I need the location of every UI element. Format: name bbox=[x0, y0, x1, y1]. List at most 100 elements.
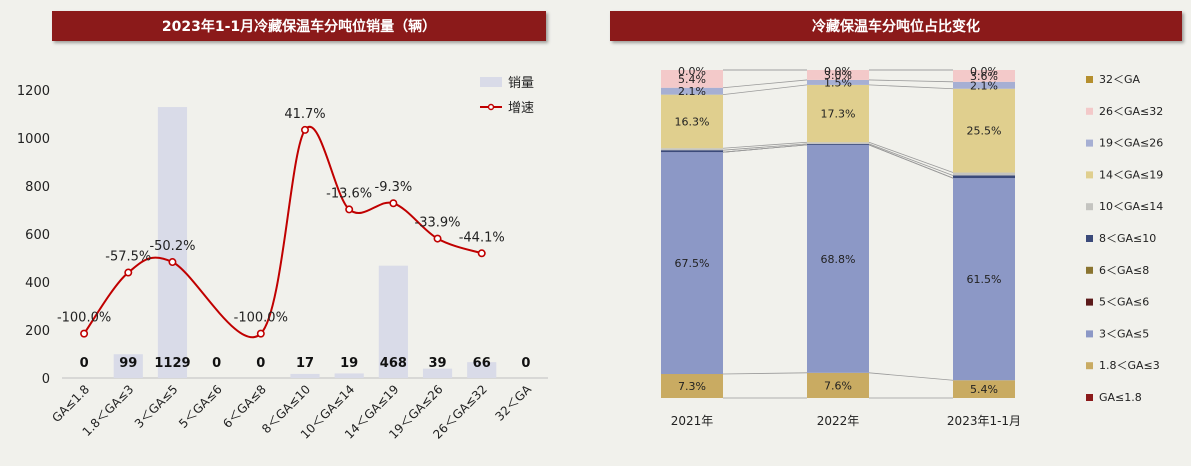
bar-data-label: 99 bbox=[119, 356, 137, 371]
left-chart-title: 2023年1-1月冷藏保温车分吨位销量（辆） bbox=[52, 11, 546, 41]
stack-data-label: 0.0% bbox=[824, 65, 852, 78]
line-point bbox=[433, 234, 442, 243]
bar-data-label: 0 bbox=[80, 356, 89, 371]
y-tick-label: 600 bbox=[25, 228, 50, 243]
stack-segment bbox=[661, 94, 723, 149]
line-data-label: -100.0% bbox=[234, 311, 288, 326]
y-tick-label: 1000 bbox=[17, 132, 50, 147]
right-chart-panel: 冷藏保温车分吨位占比变化 2021年 2022年 2023年1-1月 7.3% 7.6%… bbox=[600, 0, 1191, 466]
stack-segment bbox=[661, 87, 723, 95]
legend-swatch bbox=[1086, 139, 1093, 147]
x-tick-label: 3＜GA≤5 bbox=[132, 382, 181, 431]
x-tick-label: 32＜GA bbox=[492, 382, 534, 424]
y-tick-label: 200 bbox=[25, 324, 50, 339]
line-data-label: -57.5% bbox=[105, 250, 151, 265]
series-connector bbox=[722, 79, 808, 89]
stack-data-label: 3.0% bbox=[824, 69, 852, 82]
bar-data-label: 39 bbox=[428, 356, 446, 371]
series-connector bbox=[722, 84, 808, 96]
stack-segment bbox=[807, 70, 869, 80]
bar-data-label: 17 bbox=[296, 356, 314, 371]
series-connector bbox=[722, 372, 808, 375]
series-connector bbox=[868, 141, 954, 173]
legend-swatch bbox=[1086, 235, 1093, 242]
legend-swatch bbox=[1086, 362, 1093, 370]
legend-swatch bbox=[1086, 76, 1093, 83]
left-chart-svg: 0 200 400 600 800 1000 1200 -100.0% -57.5%-50.2%… bbox=[17, 76, 548, 442]
stack-segment bbox=[953, 172, 1015, 176]
legend-label: 14＜GA≤19 bbox=[1099, 168, 1163, 181]
legend-label-growth: 增速 bbox=[508, 101, 534, 116]
stack-data-label: 5.4% bbox=[678, 73, 706, 86]
y-tick-label: 1200 bbox=[17, 84, 50, 99]
left-chart-panel: 2023年1-1月冷藏保温车分吨位销量（辆） 0 200 400 600 800 1000… bbox=[17, 11, 548, 442]
line-point bbox=[168, 258, 177, 267]
stack-segment bbox=[661, 374, 723, 398]
y-tick-label: 800 bbox=[25, 180, 50, 195]
bar-data-label: 66 bbox=[473, 356, 491, 371]
legend-swatch bbox=[1086, 107, 1093, 115]
stack-data-label: 2.1% bbox=[678, 85, 706, 98]
stack-data-label: 0.0% bbox=[678, 65, 706, 78]
series-connector bbox=[722, 143, 808, 151]
x-tick-label: 2022年 bbox=[817, 414, 860, 428]
stack-segment bbox=[953, 70, 1015, 82]
legend-marker-growth bbox=[487, 103, 495, 111]
bar-data-label: 468 bbox=[380, 356, 407, 371]
bar bbox=[378, 265, 408, 378]
stack-data-label: 5.4% bbox=[970, 383, 998, 396]
legend-swatch bbox=[1086, 394, 1093, 401]
bar bbox=[157, 107, 188, 378]
legend-swatch-sales bbox=[480, 77, 502, 87]
bar-data-label: 0 bbox=[212, 356, 221, 371]
line-data-label: -13.6% bbox=[326, 186, 372, 201]
stack-data-label: 2.1% bbox=[970, 79, 998, 92]
line-data-label: 41.7% bbox=[284, 107, 325, 122]
right-chart-svg: 2021年 2022年 2023年1-1月 7.3% 7.6% 5.4% 67.5% 68.8… bbox=[661, 65, 1163, 428]
stack-data-label: 16.3% bbox=[675, 115, 710, 128]
legend-label: 5＜GA≤6 bbox=[1099, 296, 1149, 309]
legend-label: 19＜GA≤26 bbox=[1099, 137, 1163, 150]
series-connector bbox=[722, 144, 808, 153]
bar bbox=[422, 368, 453, 378]
stack-data-label: 67.5% bbox=[675, 257, 710, 270]
legend-label: 32＜GA bbox=[1099, 73, 1141, 86]
stack-data-label: 68.8% bbox=[821, 253, 856, 266]
line-data-label: -50.2% bbox=[149, 239, 195, 254]
y-tick-label: 0 bbox=[42, 372, 50, 387]
line-point bbox=[477, 249, 486, 258]
line-data-label: -44.1% bbox=[459, 230, 505, 245]
stack-segment bbox=[807, 142, 869, 144]
stack-segment bbox=[953, 178, 1015, 381]
line-point bbox=[300, 125, 309, 134]
bar-data-label: 1129 bbox=[154, 356, 190, 371]
line-point bbox=[124, 268, 133, 277]
legend-label: 1.8＜GA≤3 bbox=[1099, 359, 1160, 372]
bar bbox=[467, 362, 497, 378]
stack-segment bbox=[953, 380, 1015, 398]
stack-segment bbox=[807, 144, 869, 373]
bar-data-label: 0 bbox=[256, 356, 265, 371]
line-point bbox=[256, 329, 265, 338]
legend-swatch bbox=[1086, 298, 1093, 306]
stack-data-label: 3.6% bbox=[970, 70, 998, 83]
stack-segment bbox=[953, 81, 1015, 89]
stack-data-label: 25.5% bbox=[967, 125, 1002, 138]
line-point bbox=[389, 199, 398, 208]
series-connector bbox=[868, 143, 954, 176]
legend-label: 6＜GA≤8 bbox=[1099, 264, 1149, 277]
legend-label: 10＜GA≤14 bbox=[1099, 200, 1163, 213]
line-data-label: -100.0% bbox=[57, 311, 111, 326]
bar bbox=[290, 373, 320, 378]
bar bbox=[113, 354, 143, 378]
series-connector bbox=[722, 141, 808, 149]
stack-data-label: 7.6% bbox=[824, 379, 852, 392]
series-connector bbox=[868, 144, 954, 179]
legend-swatch bbox=[1086, 266, 1093, 274]
legend-swatch bbox=[1086, 330, 1093, 338]
stack-data-label: 61.5% bbox=[967, 273, 1002, 286]
x-tick-label: GA≤1.8 bbox=[49, 382, 92, 425]
stack-segment bbox=[953, 88, 1015, 173]
stack-segment bbox=[661, 152, 723, 375]
series-connector bbox=[868, 372, 954, 381]
